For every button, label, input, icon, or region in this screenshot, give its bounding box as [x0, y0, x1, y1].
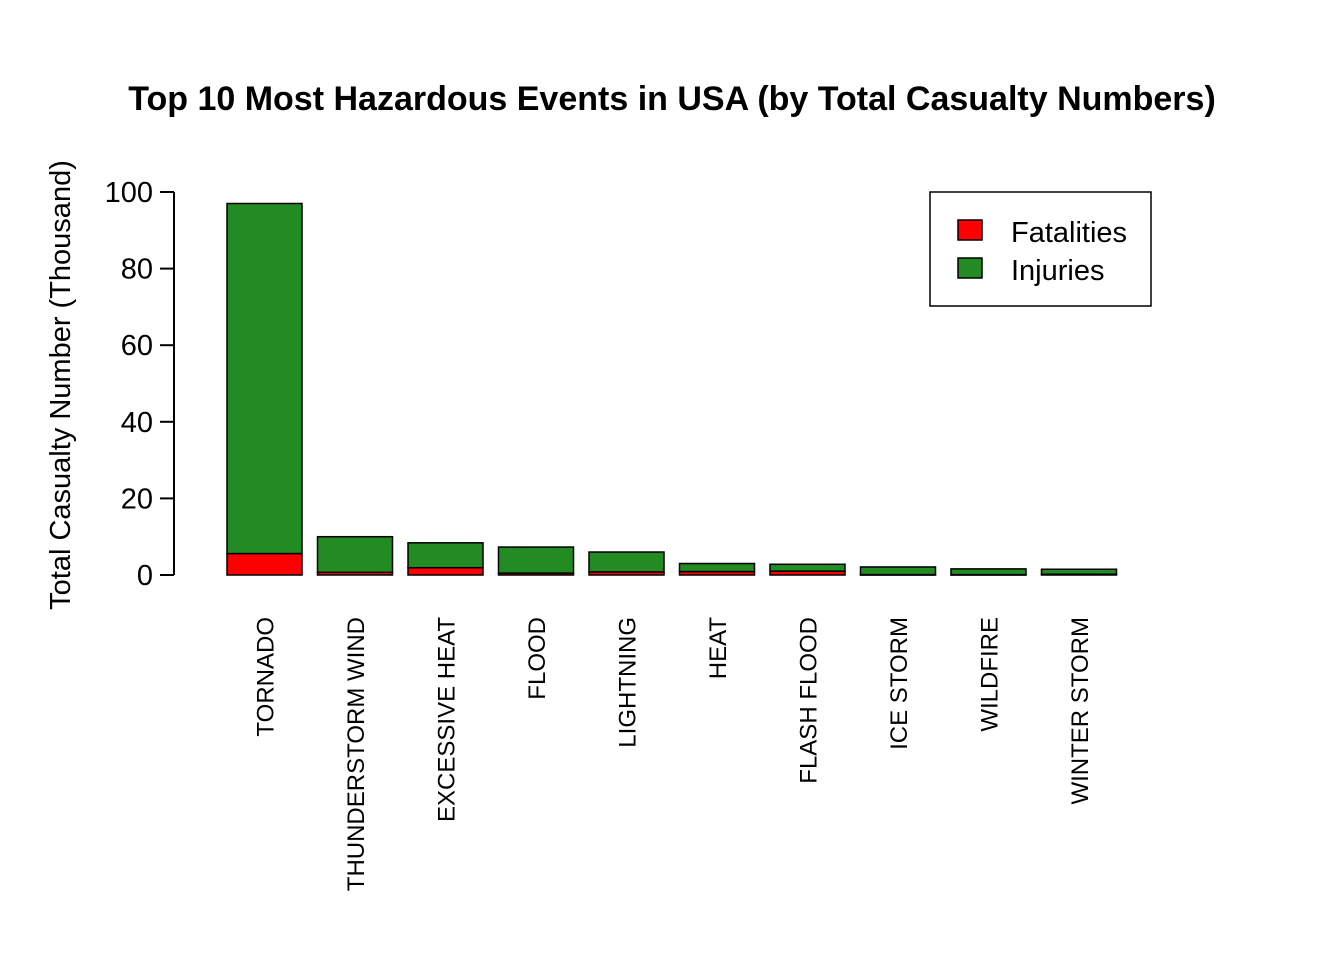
legend: Fatalities Injuries — [929, 191, 1152, 307]
bar-segment-injuries — [407, 542, 484, 569]
bar-segment-injuries — [497, 546, 575, 574]
bar-segment-injuries — [226, 202, 303, 555]
bars-group — [226, 202, 1118, 576]
x-tick-label: ICE STORM — [886, 617, 913, 750]
bar-segment-fatalities — [226, 552, 303, 576]
bar-segment-injuries — [1040, 568, 1118, 575]
bar-segment-fatalities — [407, 566, 484, 576]
x-tick-label: TORNADO — [253, 617, 280, 737]
legend-swatch — [957, 219, 983, 241]
y-tick-label: 80 — [121, 254, 153, 286]
y-axis-label: Total Casualty Number (Thousand) — [45, 160, 77, 610]
y-tick-label: 20 — [121, 483, 153, 515]
x-tick-label: THUNDERSTORM WIND — [343, 617, 370, 891]
x-tick-label: WINTER STORM — [1067, 617, 1094, 805]
bar-segment-injuries — [950, 568, 1027, 576]
y-tick-label: 60 — [121, 330, 153, 362]
legend-label: Fatalities — [1011, 217, 1127, 249]
bar-segment-injuries — [316, 535, 394, 574]
x-tick-label: LIGHTNING — [615, 617, 642, 748]
x-axis-tick-labels: TORNADO THUNDERSTORM WIND EXCESSIVE HEAT FL… — [253, 617, 1095, 892]
legend-box — [929, 191, 1152, 307]
bar-segment-injuries — [678, 562, 756, 573]
legend-label: Injuries — [1011, 255, 1105, 287]
y-tick-label: 100 — [105, 177, 153, 209]
legend-swatch — [957, 257, 983, 279]
bar-segment-injuries — [859, 566, 937, 576]
x-tick-label: WILDFIRE — [977, 617, 1004, 732]
chart-title: Top 10 Most Hazardous Events in USA (by … — [128, 80, 1216, 118]
x-tick-label: FLASH FLOOD — [796, 617, 823, 784]
y-tick-label: 0 — [137, 560, 153, 592]
x-tick-label: FLOOD — [524, 617, 551, 700]
y-axis-ticks: 0 20 40 60 80 100 — [105, 177, 174, 592]
bar-segment-injuries — [769, 563, 846, 572]
x-tick-label: HEAT — [705, 617, 732, 680]
x-tick-label: EXCESSIVE HEAT — [434, 617, 461, 822]
bar-segment-injuries — [588, 551, 665, 573]
y-tick-label: 40 — [121, 407, 153, 439]
